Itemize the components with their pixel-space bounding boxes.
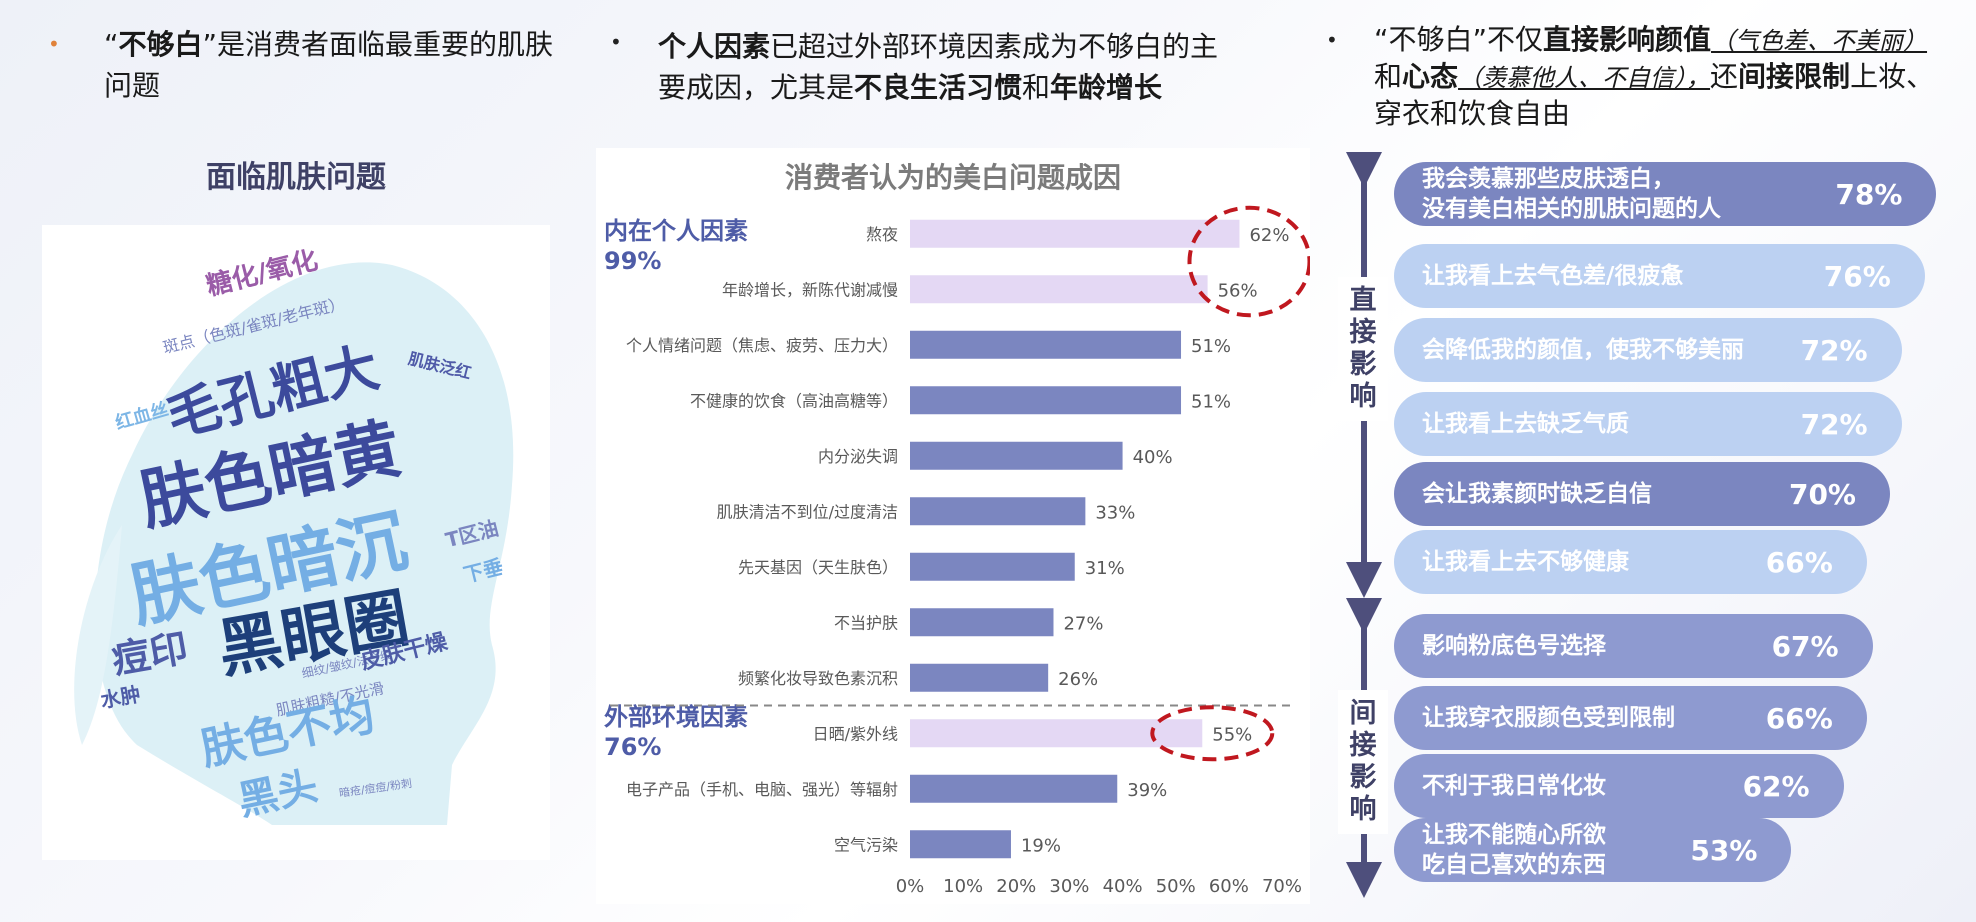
- x-tick-label: 50%: [1156, 876, 1196, 897]
- bar: [910, 553, 1075, 581]
- impact-text-line: 让我穿衣服颜色受到限制: [1422, 703, 1675, 733]
- impact-item: 我会羡慕那些皮肤透白， 没有美白相关的肌肤问题的人 78%: [1394, 162, 1936, 226]
- impact-item: 影响粉底色号选择 67%: [1394, 614, 1873, 678]
- bullet-icon: •: [1326, 28, 1338, 52]
- bar: [910, 442, 1123, 470]
- cause-chart: 消费者认为的美白问题成因 内在个人因素 99% 外部环境因素 76% 熬夜 62%…: [596, 148, 1310, 904]
- impact-text-line: 影响粉底色号选择: [1422, 631, 1606, 661]
- bar: [910, 608, 1053, 636]
- category-label: 频繁化妆导致色素沉积: [738, 669, 898, 688]
- x-tick-label: 70%: [1262, 876, 1302, 897]
- impact-text: 我会羡慕那些皮肤透白， 没有美白相关的肌肤问题的人: [1422, 162, 1721, 226]
- category-label: 先天基因（天生肤色）: [738, 558, 898, 577]
- impact-text-line: 会让我素颜时缺乏自信: [1422, 479, 1652, 509]
- category-label: 电子产品（手机、电脑、强光）等辐射: [626, 780, 898, 799]
- headline-1: “不够白”是消费者面临最重要的肌肤问题: [104, 24, 564, 106]
- impact-text: 让我看上去气色差/很疲惫: [1422, 244, 1683, 308]
- x-tick-label: 0%: [896, 876, 925, 897]
- impact-item: 会降低我的颜值，使我不够美丽 72%: [1394, 318, 1902, 382]
- value-label: 39%: [1127, 780, 1167, 801]
- x-tick-label: 10%: [943, 876, 983, 897]
- impact-item: 让我看上去缺乏气质 72%: [1394, 392, 1902, 456]
- impact-item: 让我看上去气色差/很疲惫 76%: [1394, 244, 1925, 308]
- bar: [910, 775, 1117, 803]
- value-label: 62%: [1249, 225, 1289, 246]
- impact-pct: 72%: [1801, 318, 1868, 382]
- category-label: 熬夜: [866, 225, 898, 244]
- headline-3: “不够白”不仅直接影响颜值（气色差、不美丽）和心态（羡慕他人、不自信），还间接限…: [1374, 22, 1940, 132]
- bar: [910, 220, 1239, 248]
- impact-item: 让我看上去不够健康 66%: [1394, 530, 1867, 594]
- impact-text: 影响粉底色号选择: [1422, 614, 1606, 678]
- bar: [910, 719, 1202, 747]
- direct-label: 直接影响: [1338, 277, 1388, 421]
- value-label: 19%: [1021, 835, 1061, 856]
- impact-text-line: 我会羡慕那些皮肤透白，: [1422, 164, 1721, 194]
- impact-pct: 66%: [1766, 686, 1833, 750]
- category-label: 不当护肤: [834, 613, 898, 632]
- x-tick-label: 30%: [1049, 876, 1089, 897]
- bar: [910, 830, 1011, 858]
- wordcloud: 糖化/氧化 斑点（色斑/雀斑/老年斑） 毛孔粗大 肌肤泛红 红血丝 肤色暗黄 肤…: [42, 225, 550, 860]
- value-label: 27%: [1063, 613, 1103, 634]
- impact-pct: 62%: [1743, 754, 1810, 818]
- bullet-icon: •: [610, 30, 622, 54]
- impact-text: 让我看上去缺乏气质: [1422, 392, 1629, 456]
- bar: [910, 497, 1085, 525]
- bar: [910, 664, 1048, 692]
- x-tick-label: 60%: [1209, 876, 1249, 897]
- category-label: 不健康的饮食（高油高糖等）: [690, 391, 898, 410]
- value-label: 40%: [1133, 447, 1173, 468]
- x-tick-label: 20%: [996, 876, 1036, 897]
- bar: [910, 331, 1181, 359]
- impact-text-line: 没有美白相关的肌肤问题的人: [1422, 194, 1721, 224]
- impact-text-line: 让我看上去气色差/很疲惫: [1422, 261, 1683, 291]
- impact-pct: 72%: [1801, 392, 1868, 456]
- impact-pct: 66%: [1766, 530, 1833, 594]
- impact-text-line: 吃自己喜欢的东西: [1422, 850, 1606, 880]
- bullet-icon: •: [48, 32, 60, 56]
- category-label: 个人情绪问题（焦虑、疲劳、压力大）: [626, 336, 898, 355]
- value-label: 51%: [1191, 336, 1231, 357]
- impact-pct: 70%: [1789, 462, 1856, 526]
- x-tick-label: 40%: [1103, 876, 1143, 897]
- impact-text-line: 让我不能随心所欲: [1422, 820, 1606, 850]
- impact-text-line: 不利于我日常化妆: [1422, 771, 1606, 801]
- value-label: 56%: [1218, 280, 1258, 301]
- category-label: 内分泌失调: [818, 447, 898, 466]
- bar-plot: 熬夜 62% 年龄增长，新陈代谢减慢 56% 个人情绪问题（焦虑、疲劳、压力大） 51% 不…: [596, 148, 1310, 904]
- value-label: 33%: [1095, 502, 1135, 523]
- impact-text: 会让我素颜时缺乏自信: [1422, 462, 1652, 526]
- impact-item: 让我穿衣服颜色受到限制 66%: [1394, 686, 1867, 750]
- value-label: 55%: [1212, 724, 1252, 745]
- impact-text: 让我穿衣服颜色受到限制: [1422, 686, 1675, 750]
- impact-text: 让我不能随心所欲 吃自己喜欢的东西: [1422, 818, 1606, 882]
- indirect-label: 间接影响: [1338, 690, 1388, 834]
- impact-item: 会让我素颜时缺乏自信 70%: [1394, 462, 1890, 526]
- impact-pct: 53%: [1690, 818, 1757, 882]
- impact-text: 让我看上去不够健康: [1422, 530, 1629, 594]
- headline-2: 个人因素已超过外部环境因素成为不够白的主要成因，尤其是不良生活习惯和年龄增长: [658, 26, 1238, 108]
- category-label: 年龄增长，新陈代谢减慢: [722, 280, 898, 299]
- category-label: 日晒/紫外线: [813, 724, 898, 743]
- bar: [910, 386, 1181, 414]
- category-label: 空气污染: [834, 835, 898, 854]
- impact-pct: 76%: [1824, 244, 1891, 308]
- impact-text: 不利于我日常化妆: [1422, 754, 1606, 818]
- value-label: 31%: [1085, 558, 1125, 579]
- wordcloud-title: 面临肌肤问题: [42, 152, 550, 196]
- impact-text: 会降低我的颜值，使我不够美丽: [1422, 318, 1744, 382]
- impact-text-line: 会降低我的颜值，使我不够美丽: [1422, 335, 1744, 365]
- category-label: 肌肤清洁不到位/过度清洁: [717, 502, 898, 521]
- impact-text-line: 让我看上去不够健康: [1422, 547, 1629, 577]
- impact-pct: 78%: [1835, 162, 1902, 226]
- impact-text-line: 让我看上去缺乏气质: [1422, 409, 1629, 439]
- value-label: 26%: [1058, 669, 1098, 690]
- impact-pct: 67%: [1772, 614, 1839, 678]
- value-label: 51%: [1191, 391, 1231, 412]
- impact-item: 让我不能随心所欲 吃自己喜欢的东西 53%: [1394, 818, 1791, 882]
- impact-item: 不利于我日常化妆 62%: [1394, 754, 1844, 818]
- bar: [910, 275, 1208, 303]
